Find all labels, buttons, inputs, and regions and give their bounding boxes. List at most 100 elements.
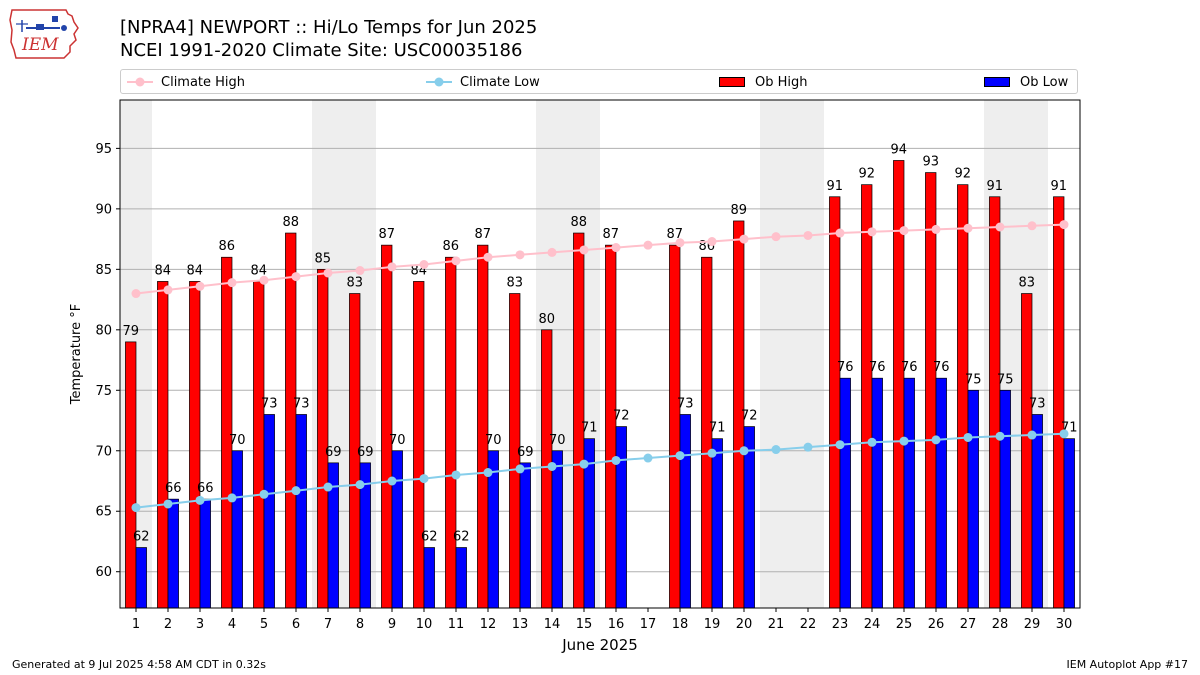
climate-high-line-icon bbox=[127, 77, 153, 87]
ob-low-label-day-19: 71 bbox=[709, 421, 726, 436]
climate-low-point-day-4 bbox=[227, 493, 237, 503]
ob-high-label-day-3: 84 bbox=[186, 263, 203, 278]
climate-high-point-day-26 bbox=[931, 224, 941, 234]
climate-high-point-day-29 bbox=[1027, 221, 1037, 231]
climate-high-point-day-27 bbox=[963, 223, 973, 233]
climate-low-point-day-9 bbox=[387, 476, 397, 486]
x-tick-label-5: 5 bbox=[260, 617, 268, 632]
climate-low-point-day-19 bbox=[707, 448, 717, 458]
x-tick-label-8: 8 bbox=[356, 617, 364, 632]
climate-high-point-day-6 bbox=[291, 272, 301, 282]
climate-high-point-day-20 bbox=[739, 234, 749, 244]
ob-low-label-day-28: 75 bbox=[997, 372, 1014, 387]
ob-high-label-day-16: 87 bbox=[602, 227, 619, 242]
climate-low-point-day-15 bbox=[579, 459, 589, 469]
ob-low-label-day-11: 62 bbox=[453, 530, 470, 545]
climate-high-point-day-21 bbox=[771, 232, 781, 242]
ob-low-bar-day-23 bbox=[839, 377, 851, 609]
climate-low-point-day-23 bbox=[835, 440, 845, 450]
ob-low-bar-day-27 bbox=[967, 389, 979, 609]
y-tick-label-60: 60 bbox=[95, 565, 112, 580]
x-tick-label-12: 12 bbox=[480, 617, 497, 632]
x-tick-label-6: 6 bbox=[292, 617, 300, 632]
x-tick-label-25: 25 bbox=[896, 617, 913, 632]
y-tick-label-65: 65 bbox=[95, 505, 112, 520]
climate-high-point-day-8 bbox=[355, 266, 365, 276]
app-note: IEM Autoplot App #17 bbox=[1066, 658, 1189, 671]
climate-low-point-day-29 bbox=[1027, 430, 1037, 440]
ob-high-label-day-26: 93 bbox=[922, 155, 939, 170]
legend-label-climate-low: Climate Low bbox=[460, 74, 540, 90]
ob-high-bar-day-16 bbox=[605, 244, 617, 609]
ob-high-bar-day-27 bbox=[957, 184, 969, 609]
ob-low-label-day-10: 62 bbox=[421, 530, 438, 545]
climate-low-point-day-8 bbox=[355, 480, 365, 490]
ob-high-label-day-6: 88 bbox=[282, 215, 299, 230]
y-tick-label-70: 70 bbox=[95, 444, 112, 459]
y-tick-label-95: 95 bbox=[95, 142, 112, 157]
climate-low-point-day-5 bbox=[259, 489, 269, 499]
ob-low-bar-day-25 bbox=[903, 377, 915, 609]
x-tick-label-18: 18 bbox=[672, 617, 689, 632]
ob-low-label-day-8: 69 bbox=[357, 445, 374, 460]
ob-low-bar-day-29 bbox=[1031, 414, 1043, 609]
ob-low-bar-day-13 bbox=[519, 462, 531, 609]
x-tick-label-26: 26 bbox=[928, 617, 945, 632]
climate-low-point-day-6 bbox=[291, 486, 301, 496]
climate-low-point-day-3 bbox=[195, 495, 205, 505]
climate-high-point-day-2 bbox=[163, 285, 173, 295]
ob-high-bar-day-10 bbox=[413, 281, 425, 609]
ob-high-bar-day-18 bbox=[669, 244, 681, 609]
climate-high-point-day-22 bbox=[803, 230, 813, 240]
ob-high-label-day-11: 86 bbox=[442, 239, 459, 254]
ob-high-label-day-2: 84 bbox=[154, 263, 171, 278]
ob-high-label-day-13: 83 bbox=[506, 276, 523, 291]
y-tick-label-80: 80 bbox=[95, 323, 112, 338]
ob-low-bar-day-11 bbox=[455, 547, 467, 609]
ob-high-label-day-7: 85 bbox=[314, 251, 331, 266]
ob-low-bar-day-5 bbox=[263, 414, 275, 609]
climate-high-point-day-15 bbox=[579, 245, 589, 255]
climate-high-point-day-10 bbox=[419, 259, 429, 269]
climate-high-point-day-7 bbox=[323, 268, 333, 278]
climate-high-point-day-13 bbox=[515, 250, 525, 260]
ob-high-swatch-icon bbox=[719, 77, 745, 87]
ob-low-label-day-7: 69 bbox=[325, 445, 342, 460]
ob-high-label-day-27: 92 bbox=[954, 167, 971, 182]
ob-low-bar-day-26 bbox=[935, 377, 947, 609]
climate-high-point-day-23 bbox=[835, 228, 845, 238]
ob-low-label-day-18: 73 bbox=[677, 396, 694, 411]
ob-high-bar-day-29 bbox=[1021, 293, 1033, 609]
x-tick-label-15: 15 bbox=[576, 617, 593, 632]
climate-high-point-day-17 bbox=[643, 240, 653, 250]
climate-low-point-day-25 bbox=[899, 436, 909, 446]
climate-low-point-day-26 bbox=[931, 435, 941, 445]
climate-high-point-day-12 bbox=[483, 252, 493, 262]
ob-low-bar-day-6 bbox=[295, 414, 307, 609]
ob-high-bar-day-3 bbox=[189, 281, 201, 609]
climate-high-point-day-30 bbox=[1059, 220, 1069, 230]
ob-low-bar-day-10 bbox=[423, 547, 435, 609]
climate-low-point-day-24 bbox=[867, 437, 877, 447]
x-tick-label-22: 22 bbox=[800, 617, 817, 632]
x-tick-label-29: 29 bbox=[1024, 617, 1041, 632]
ob-high-label-day-15: 88 bbox=[570, 215, 587, 230]
ob-low-label-day-4: 70 bbox=[229, 433, 246, 448]
y-tick-label-75: 75 bbox=[95, 384, 112, 399]
ob-high-label-day-30: 91 bbox=[1050, 179, 1067, 194]
climate-high-point-day-25 bbox=[899, 226, 909, 236]
climate-low-point-day-20 bbox=[739, 446, 749, 456]
ob-high-label-day-8: 83 bbox=[346, 276, 363, 291]
climate-low-point-day-30 bbox=[1059, 429, 1069, 439]
x-tick-label-19: 19 bbox=[704, 617, 721, 632]
x-axis-label: June 2025 bbox=[561, 636, 638, 654]
weekend-shade-day-22 bbox=[792, 100, 824, 608]
climate-low-point-day-16 bbox=[611, 455, 621, 465]
ob-low-swatch-icon bbox=[984, 77, 1010, 87]
ob-high-label-day-1: 79 bbox=[122, 324, 139, 339]
x-tick-label-13: 13 bbox=[512, 617, 529, 632]
climate-low-point-day-21 bbox=[771, 445, 781, 455]
ob-high-bar-day-26 bbox=[925, 172, 937, 609]
ob-low-label-day-3: 66 bbox=[197, 481, 214, 496]
